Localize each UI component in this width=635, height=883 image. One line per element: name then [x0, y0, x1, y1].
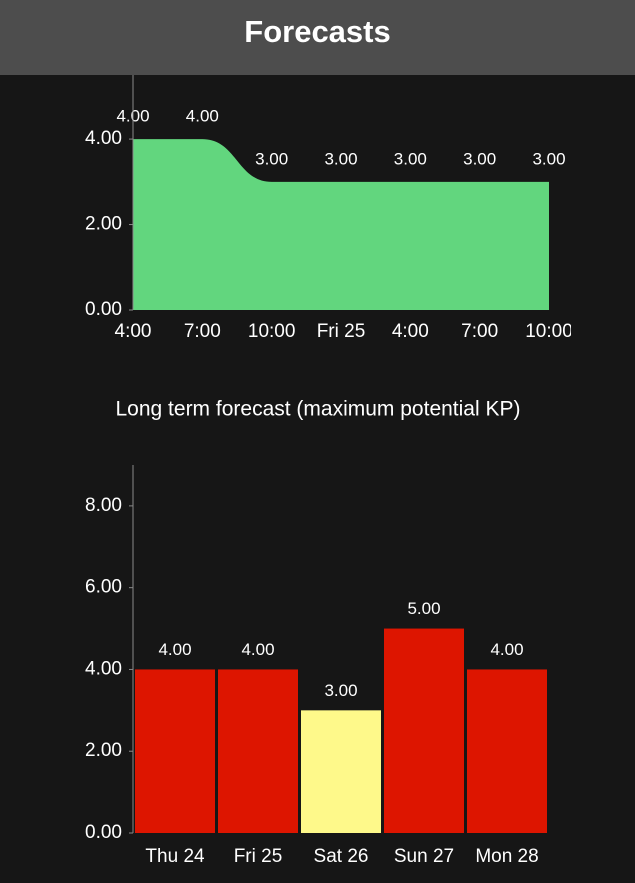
value-label: 3.00 [255, 149, 288, 168]
y-tick-label: 0.00 [85, 822, 122, 843]
y-tick-label: 8.00 [85, 495, 122, 516]
x-tick-label: Fri 25 [234, 846, 283, 867]
value-label: 5.00 [407, 599, 440, 618]
x-tick-label: 7:00 [184, 321, 221, 342]
bar [384, 628, 464, 833]
x-tick-label: 4:00 [392, 321, 429, 342]
value-label: 4.00 [186, 107, 219, 126]
x-tick-label: 10:00 [248, 321, 296, 342]
bar [135, 669, 215, 833]
bar [467, 669, 547, 833]
value-label: 3.00 [324, 149, 357, 168]
x-tick-label: Sat 26 [314, 846, 369, 867]
value-label: 3.00 [532, 149, 565, 168]
y-tick-label: 4.00 [85, 128, 122, 149]
bar [218, 669, 298, 833]
x-tick-label: Thu 24 [145, 846, 205, 867]
y-tick-label: 2.00 [85, 214, 122, 235]
y-tick-label: 6.00 [85, 577, 122, 598]
area [133, 139, 549, 310]
value-label: 3.00 [463, 149, 496, 168]
value-label: 4.00 [490, 640, 523, 659]
charts: 4.00 4:00 4.00 7:00 3.00 10:00 3.00 Fri 25 3.00 4… [85, 75, 573, 867]
bar-chart: Long term forecast (maximum potential KP… [85, 398, 547, 867]
value-label: 3.00 [324, 681, 357, 700]
x-tick-label: Sun 27 [394, 846, 454, 867]
x-tick-label: 7:00 [461, 321, 498, 342]
header-title: Forecasts [0, 0, 635, 75]
value-label: 4.00 [241, 640, 274, 659]
y-tick-label: 2.00 [85, 740, 122, 761]
x-tick-label: 4:00 [115, 321, 152, 342]
bar [301, 710, 381, 833]
y-tick-label: 4.00 [85, 658, 122, 679]
value-label: 4.00 [158, 640, 191, 659]
chart-title: Long term forecast (maximum potential KP… [116, 398, 521, 421]
x-tick-label: Mon 28 [475, 846, 538, 867]
area-chart: 4.00 4:00 4.00 7:00 3.00 10:00 3.00 Fri 25 3.00 4… [85, 75, 573, 342]
y-tick-label: 0.00 [85, 299, 122, 320]
x-tick-label: Fri 25 [317, 321, 366, 342]
x-tick-label: 10:00 [525, 321, 573, 342]
value-label: 3.00 [394, 149, 427, 168]
